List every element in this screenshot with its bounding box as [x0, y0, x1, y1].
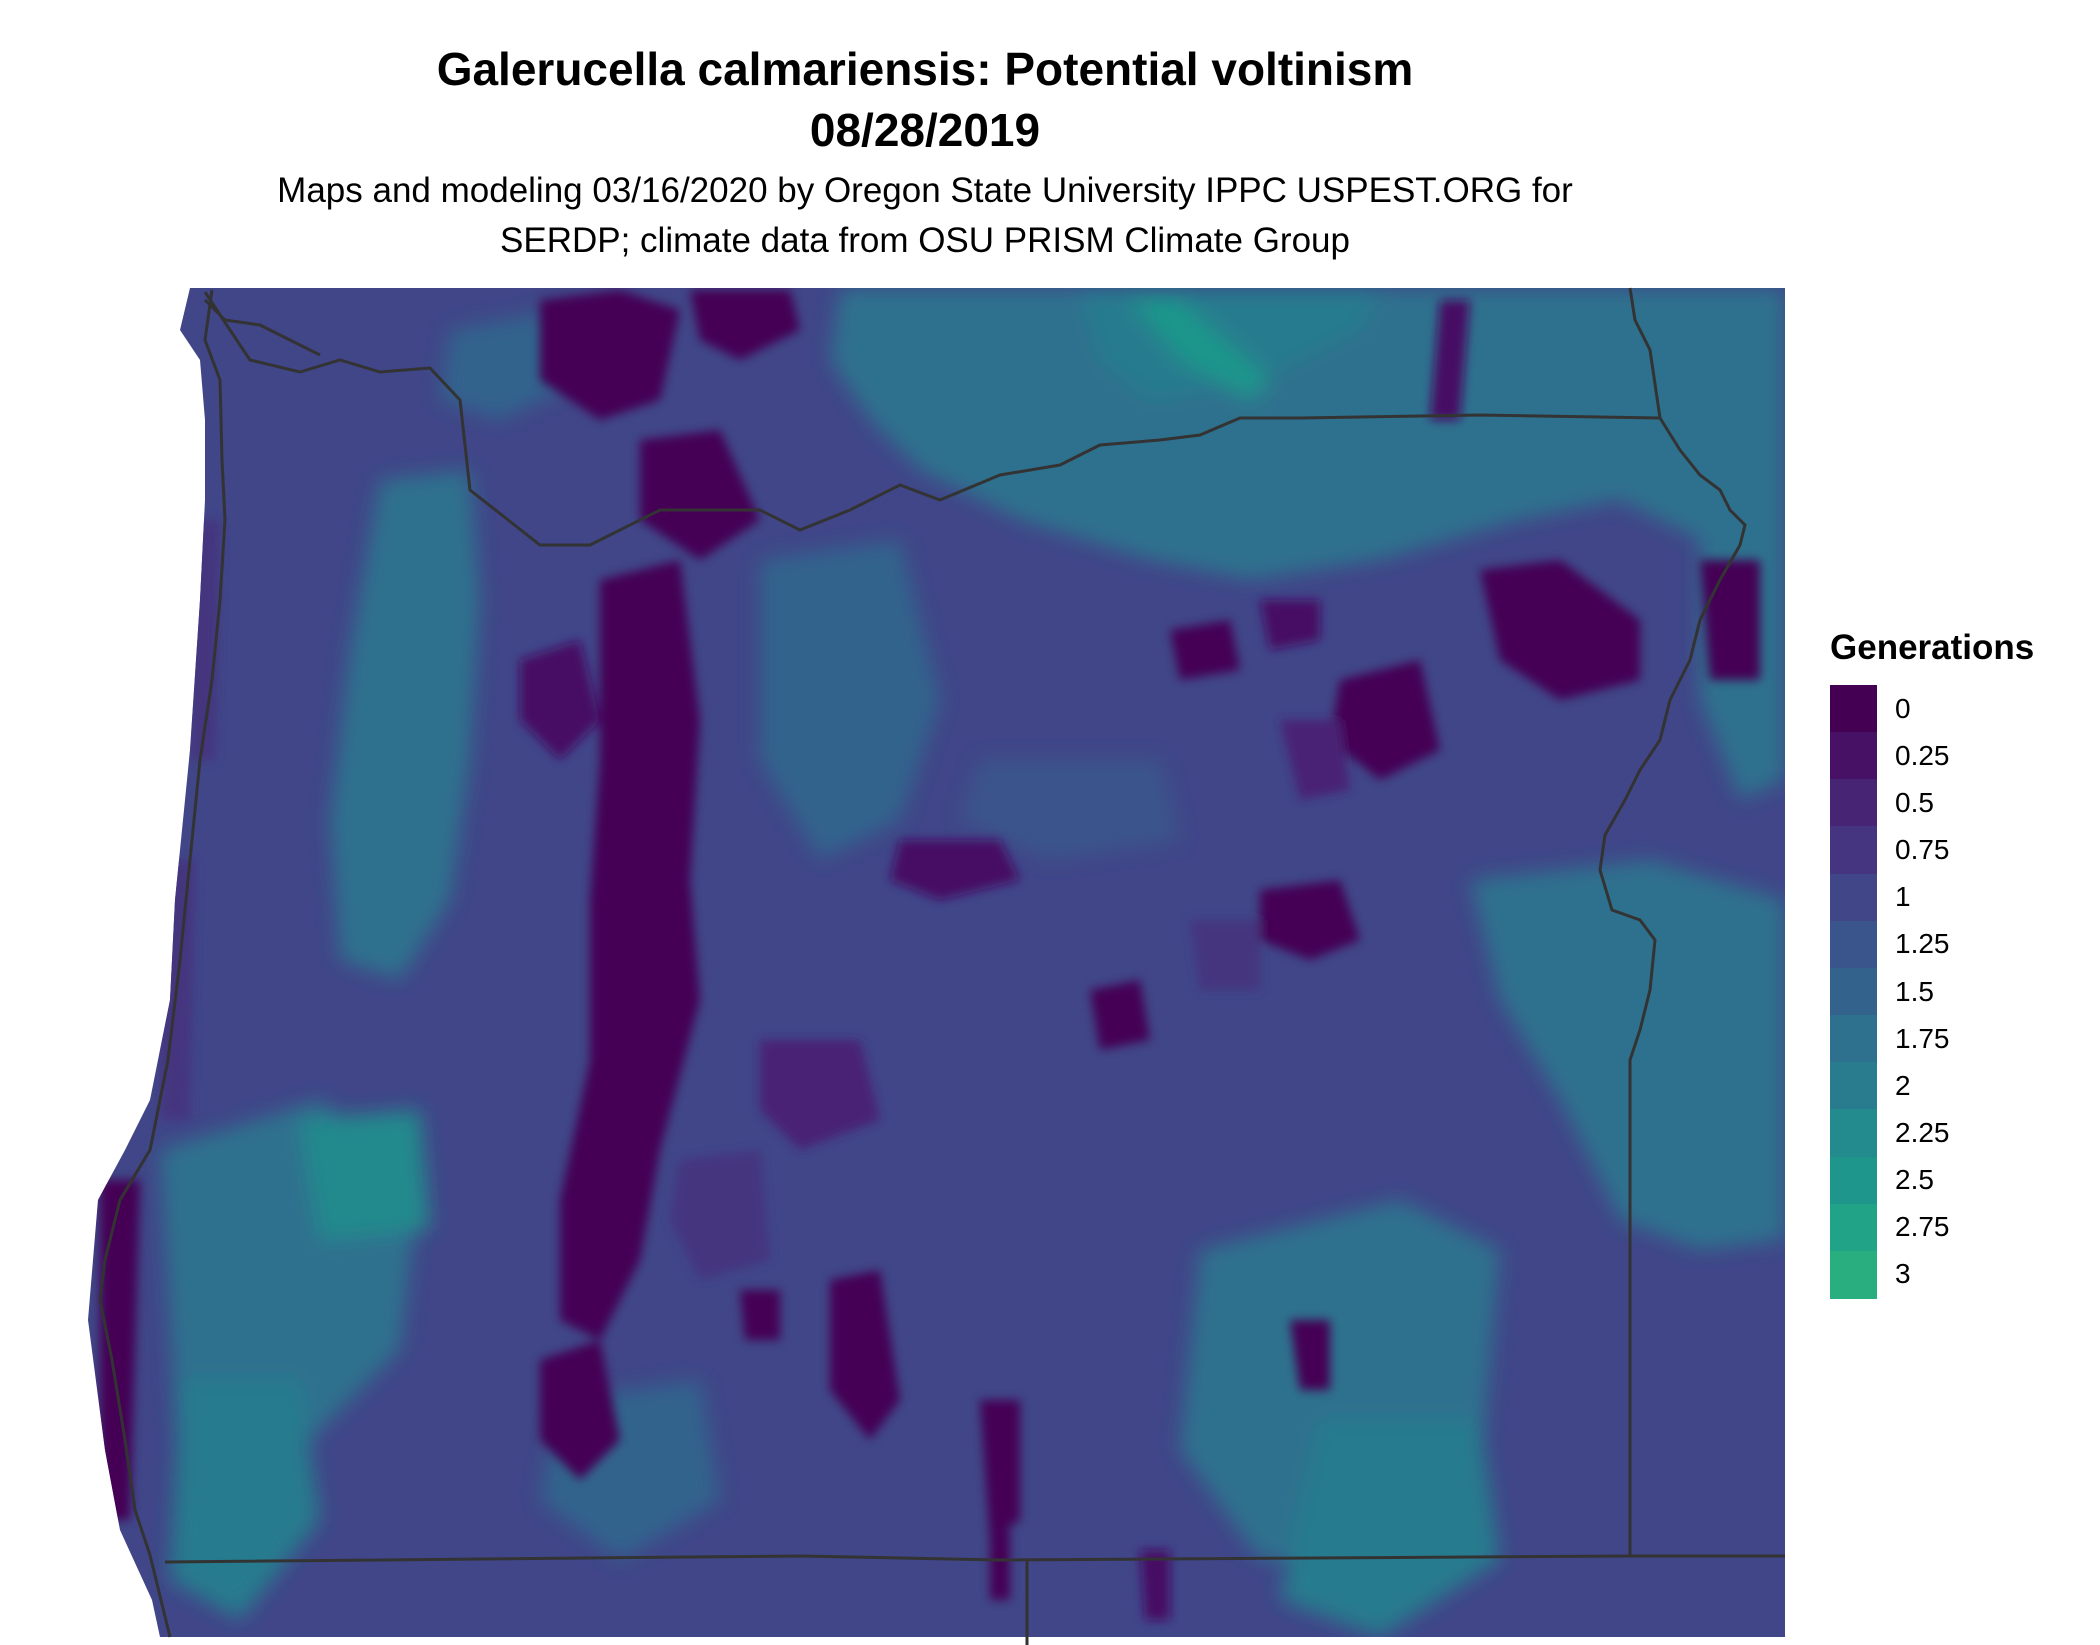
legend-label: 0.75	[1895, 834, 1950, 866]
legend-title: Generations	[1830, 628, 2035, 667]
legend-swatch	[1830, 1156, 1877, 1205]
legend-label: 2	[1895, 1069, 1911, 1101]
legend-swatch	[1830, 1203, 1877, 1252]
raster-layer	[88, 288, 1785, 1637]
legend-label: 2.75	[1895, 1211, 1950, 1243]
legend-swatch	[1830, 873, 1877, 922]
legend-label: 3	[1895, 1258, 1911, 1290]
legend-swatch	[1830, 732, 1877, 781]
legend-swatch	[1830, 685, 1877, 734]
legend-label: 0	[1895, 692, 1911, 724]
wa-id-line	[1628, 287, 1662, 419]
map-date: 08/28/2019	[809, 104, 1041, 156]
legend-swatch	[1830, 967, 1877, 1017]
columbia-river-line	[203, 291, 1661, 547]
legend-label: 2.5	[1895, 1164, 1934, 1196]
raster-warm-areas	[160, 288, 1785, 1637]
map-title: Galerucella calmariensis: Potential volt…	[436, 43, 1414, 95]
coastline	[98, 289, 227, 1638]
southern-border-line	[164, 1554, 1785, 1564]
legend-label: 2.25	[1895, 1116, 1950, 1148]
snake-river-line	[1598, 417, 1747, 1555]
boundary-lines	[98, 287, 1785, 1645]
legend-label: 1	[1895, 881, 1911, 913]
legend-label: 0.25	[1895, 739, 1950, 771]
wa-coast-inlet	[203, 298, 321, 357]
legend-swatch	[1830, 920, 1877, 969]
map-subtitle-line1: Maps and modeling 03/16/2020 by Oregon S…	[277, 171, 1573, 210]
legend-label: 1.75	[1895, 1022, 1950, 1054]
legend-swatch	[1830, 1250, 1877, 1299]
legend-swatch	[1830, 1015, 1877, 1064]
raster-cool-areas	[100, 290, 1760, 1620]
legend-swatch	[1830, 779, 1877, 828]
legend-swatch	[1830, 1109, 1877, 1158]
legend-label: 1.5	[1895, 975, 1934, 1007]
map-subtitle-line2: SERDP; climate data from OSU PRISM Clima…	[500, 221, 1350, 260]
legend-label: 0.5	[1895, 786, 1934, 818]
legend-label: 1.25	[1895, 928, 1950, 960]
legend-swatch	[1830, 1062, 1877, 1111]
legend-colorbar	[1830, 685, 1877, 1299]
legend-swatch	[1830, 826, 1877, 875]
